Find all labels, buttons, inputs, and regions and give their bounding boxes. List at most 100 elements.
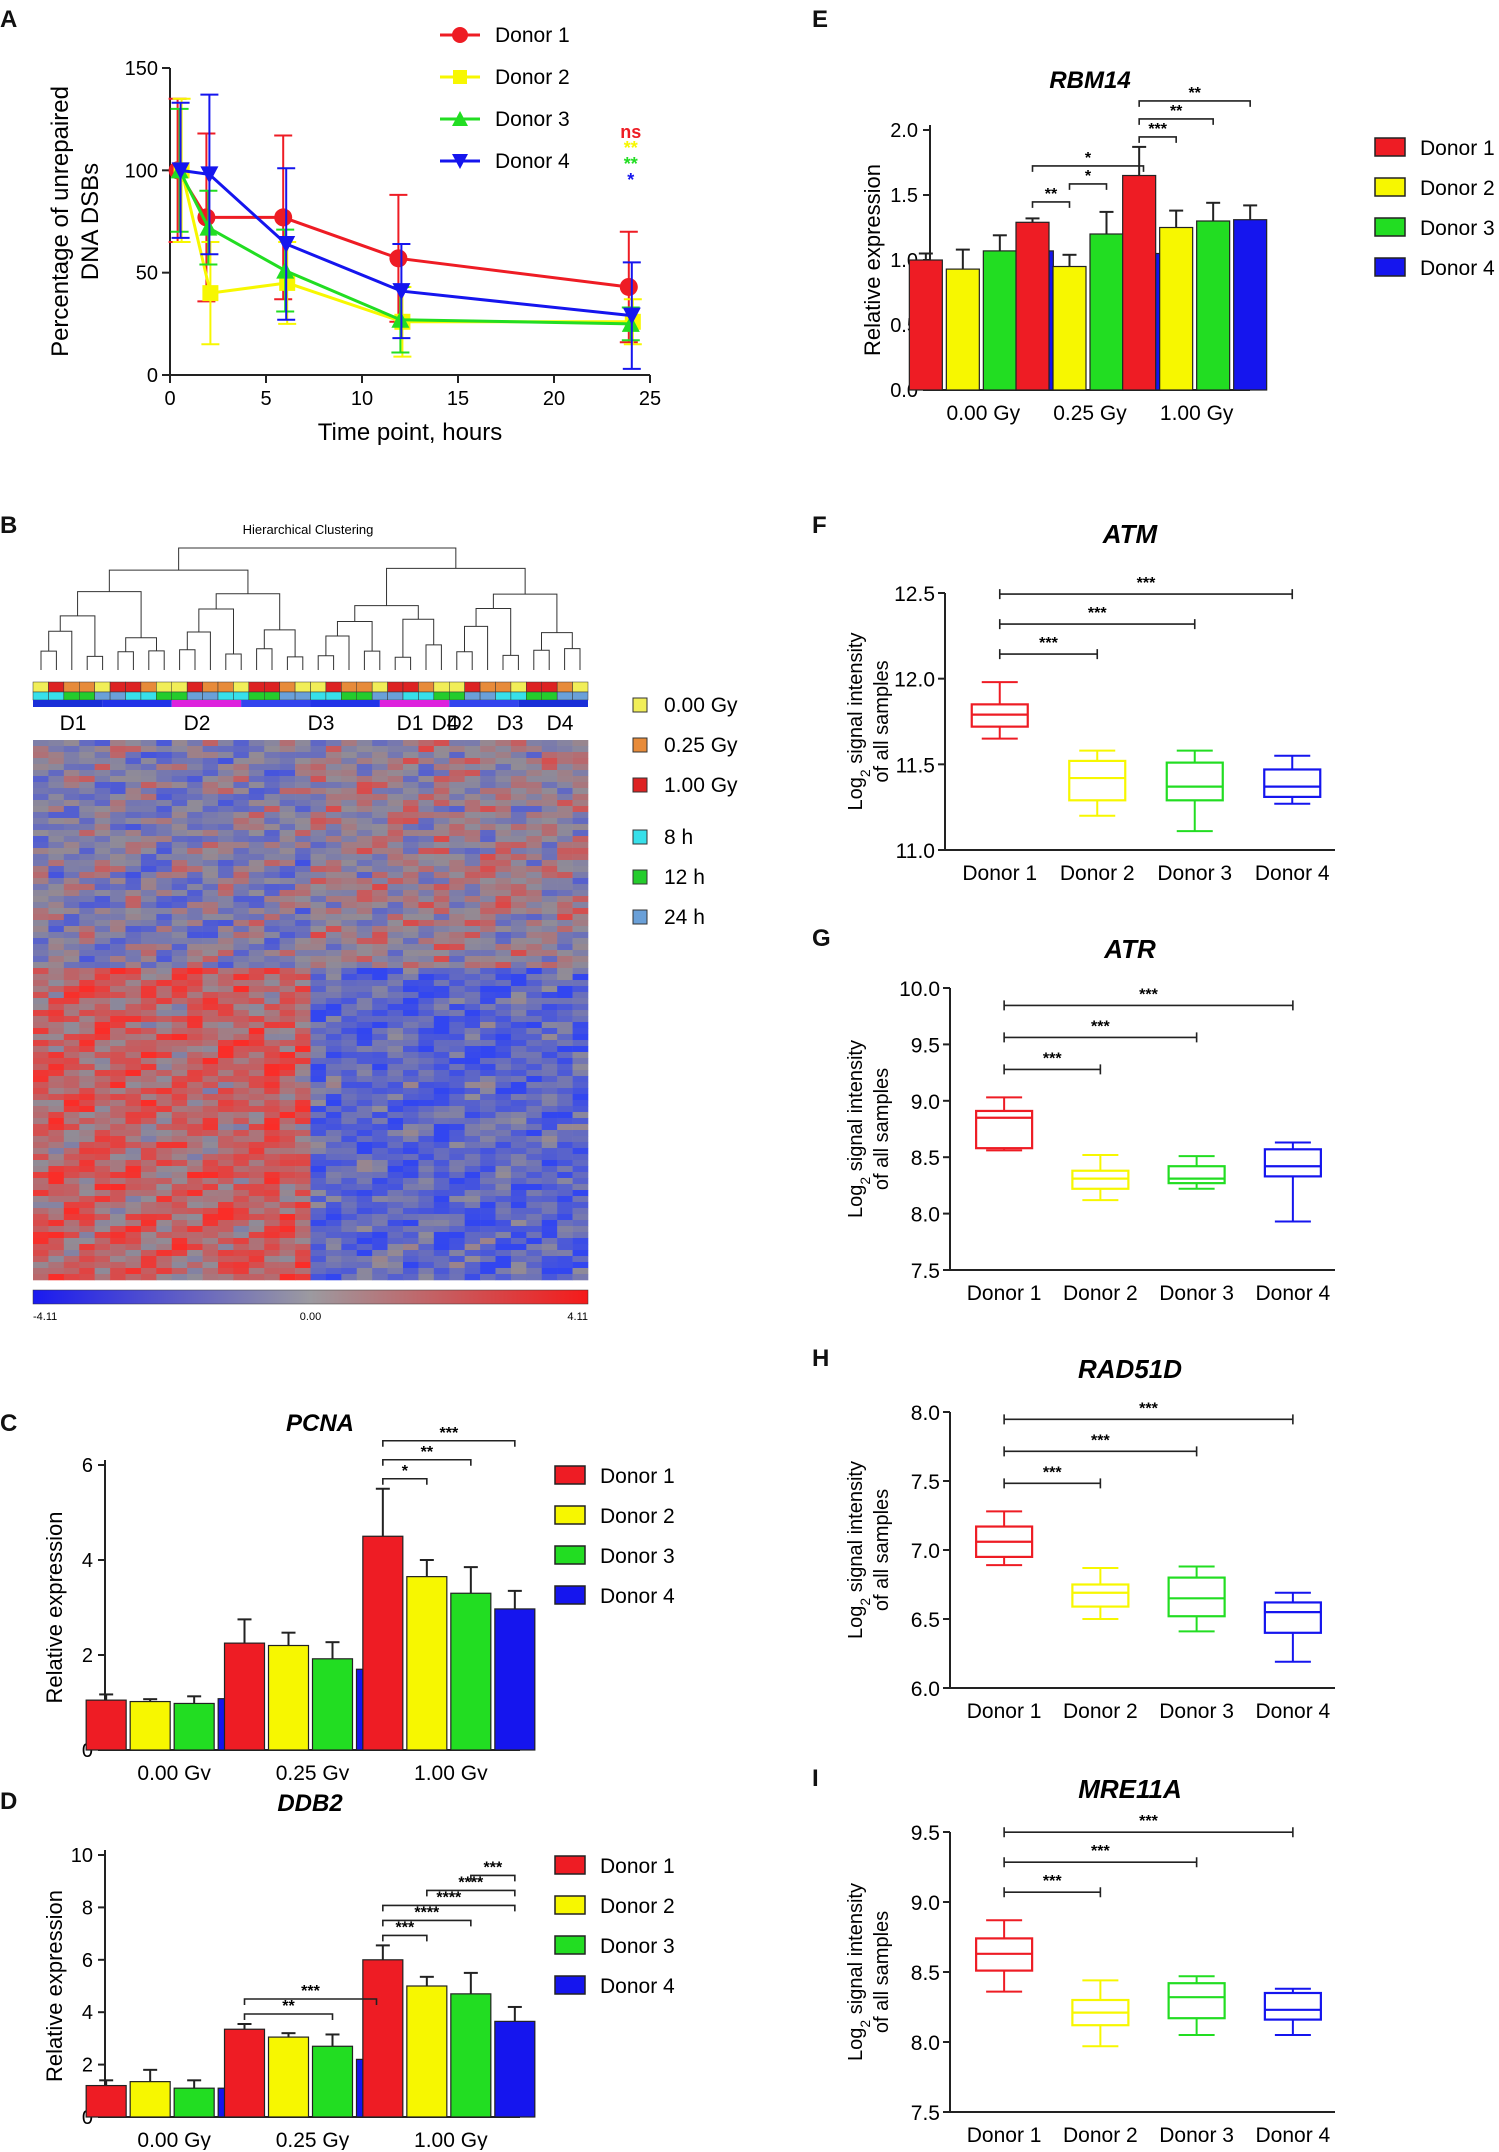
heatmap-cell [63, 782, 80, 789]
heatmap-cell [480, 1022, 496, 1029]
heatmap-cell [202, 992, 219, 999]
significance-label: *** [1148, 121, 1167, 138]
heatmap-cell [171, 830, 188, 837]
heatmap-cell [449, 1178, 465, 1185]
heatmap-cell [356, 770, 373, 777]
heatmap-cell [387, 1184, 404, 1191]
dendrogram-link [533, 649, 550, 670]
heatmap-cell [125, 1202, 142, 1209]
heatmap-cell [264, 926, 280, 933]
heatmap-cell [418, 1100, 435, 1107]
heatmap-cell [449, 1070, 465, 1077]
heatmap-cell [449, 824, 465, 831]
heatmap-cell [110, 1070, 126, 1077]
heatmap-cell [156, 1238, 173, 1245]
heatmap-cell [526, 902, 543, 909]
heatmap-cell [233, 1244, 250, 1251]
time-annotation-cell [572, 691, 589, 701]
heatmap-cell [495, 1010, 512, 1017]
heatmap-cell [48, 1052, 65, 1059]
heatmap-cell [526, 1052, 543, 1059]
heatmap-cell [464, 950, 481, 957]
heatmap-cell [279, 968, 296, 975]
heatmap-cell [495, 1094, 512, 1101]
bar [494, 1608, 536, 1751]
heatmap-cell [372, 986, 388, 993]
heatmap-cell [48, 794, 65, 801]
heatmap-cell [248, 920, 265, 927]
heatmap-cell [187, 746, 203, 753]
heatmap-cell [541, 872, 558, 879]
heatmap-cell [310, 1202, 327, 1209]
heatmap-cell [356, 998, 373, 1005]
x-tick-label: Donor 3 [1159, 1700, 1234, 1723]
donor-annotation-cell [518, 700, 588, 707]
heatmap-cell [387, 740, 404, 747]
heatmap-cell [480, 1148, 496, 1155]
bar [1122, 174, 1157, 391]
heatmap-cell [63, 1064, 80, 1071]
y-tick-label: 7.0 [911, 1540, 940, 1563]
heatmap-cell [295, 782, 311, 789]
heatmap-cell [264, 1136, 280, 1143]
x-axis-label: Time point, hours [318, 419, 503, 446]
heatmap-cell [325, 926, 342, 933]
heatmap-cell [356, 818, 373, 825]
heatmap-cell [125, 842, 142, 849]
y-tick-label: 8.5 [911, 1962, 940, 1985]
heatmap-cell [171, 818, 188, 825]
heatmap-cell [310, 854, 327, 861]
heatmap-cell [526, 1082, 543, 1089]
heatmap-cell [63, 770, 80, 777]
heatmap-cell [187, 1094, 203, 1101]
heatmap-cell [187, 1070, 203, 1077]
heatmap-cell [526, 752, 543, 759]
heatmap-cell [248, 1196, 265, 1203]
heatmap-cell [110, 1250, 126, 1257]
heatmap-cell [279, 1238, 296, 1245]
heatmap-cell [295, 968, 311, 975]
heatmap-cell [233, 1040, 250, 1047]
heatmap-cell [341, 878, 358, 885]
heatmap-cell [387, 1034, 404, 1041]
heatmap-cell [572, 1274, 589, 1281]
heatmap-cell [63, 830, 80, 837]
heatmap-cell [449, 1004, 465, 1011]
heatmap-cell [79, 1214, 95, 1221]
heatmap-cell [279, 1166, 296, 1173]
heatmap-cell [218, 1232, 234, 1239]
heatmap-cell [372, 764, 388, 771]
heatmap-cell [94, 1016, 111, 1023]
heatmap-cell [156, 992, 173, 999]
dose-annotation-cell [526, 681, 543, 693]
heatmap-cell [79, 1262, 95, 1269]
heatmap-cell [526, 770, 543, 777]
heatmap-cell [449, 986, 465, 993]
heatmap-cell [125, 1154, 142, 1161]
heatmap-cell [495, 1040, 512, 1047]
heatmap-cell [510, 1256, 527, 1263]
heatmap-cell [403, 1268, 419, 1275]
bar [450, 1993, 492, 2118]
heatmap-cell [495, 986, 512, 993]
time-annotation-cell [433, 691, 450, 701]
heatmap-cell [387, 782, 404, 789]
heatmap-cell [233, 1118, 250, 1125]
heatmap-cell [510, 1196, 527, 1203]
heatmap-cell [202, 836, 219, 843]
heatmap-cell [310, 770, 327, 777]
heatmap-cell [433, 908, 450, 915]
heatmap-cell [171, 902, 188, 909]
heatmap-cell [372, 1010, 388, 1017]
heatmap-cell [110, 1202, 126, 1209]
heatmap-cell [295, 1202, 311, 1209]
heatmap-cell [341, 1130, 358, 1137]
heatmap-cell [372, 860, 388, 867]
heatmap-cell [279, 1154, 296, 1161]
heatmap-cell [387, 1112, 404, 1119]
heatmap-cell [341, 1262, 358, 1269]
bar [982, 250, 1017, 391]
heatmap-cell [387, 1256, 404, 1263]
heatmap-cell [110, 836, 126, 843]
heatmap-cell [171, 956, 188, 963]
